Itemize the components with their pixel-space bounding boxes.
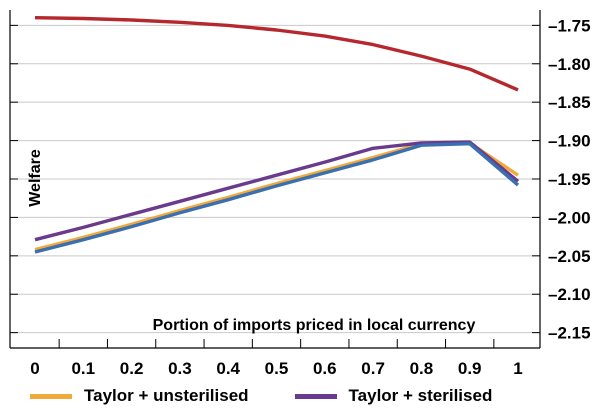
y-axis-title: Welfare xyxy=(27,149,44,207)
series-line-3 xyxy=(34,16,519,92)
legend-swatch-unsterilised xyxy=(30,393,72,399)
legend: Taylor + unsterilised Taylor + sterilise… xyxy=(30,386,538,406)
x-tick-label-2: 0.2 xyxy=(120,359,144,378)
y-tick-label-1: –1.80 xyxy=(548,55,591,74)
legend-item-unsterilised: Taylor + unsterilised xyxy=(30,386,249,406)
legend-swatch-sterilised xyxy=(294,393,337,399)
x-tick-label-8: 0.8 xyxy=(410,359,434,378)
gridlines xyxy=(10,24,540,334)
series-lines xyxy=(34,16,520,254)
x-tick-label-4: 0.4 xyxy=(216,359,240,378)
x-tick-label-3: 0.3 xyxy=(168,359,192,378)
x-tick-label-0: 0 xyxy=(30,359,39,378)
y-tick-label-5: –2.00 xyxy=(548,208,591,227)
y-tick-label-7: –2.10 xyxy=(548,285,591,304)
legend-label-sterilised: Taylor + sterilised xyxy=(348,386,493,405)
y-tick-label-3: –1.90 xyxy=(548,132,591,151)
tick-marks xyxy=(10,24,540,348)
x-tick-label-10: 1 xyxy=(513,359,522,378)
x-tick-label-7: 0.7 xyxy=(361,359,385,378)
y-tick-label-4: –1.95 xyxy=(548,170,591,189)
legend-item-sterilised: Taylor + sterilised xyxy=(294,386,493,406)
series-line-1 xyxy=(34,140,520,242)
y-tick-label-8: –2.15 xyxy=(548,324,591,343)
x-tick-label-1: 0.1 xyxy=(71,359,95,378)
y-tick-label-2: –1.85 xyxy=(548,93,591,112)
tick-labels: –1.75 –1.80 –1.85 –1.90 –1.95 –2.00 –2.05 –2.10… xyxy=(30,16,590,378)
y-tick-label-6: –2.05 xyxy=(548,247,591,266)
x-tick-label-5: 0.5 xyxy=(265,359,289,378)
series-line-2 xyxy=(34,141,520,254)
y-tick-label-0: –1.75 xyxy=(548,16,591,35)
legend-label-unsterilised: Taylor + unsterilised xyxy=(84,386,249,405)
x-tick-label-9: 0.9 xyxy=(458,359,482,378)
x-axis-title: Portion of imports priced in local curre… xyxy=(153,317,476,334)
x-tick-label-6: 0.6 xyxy=(313,359,337,378)
